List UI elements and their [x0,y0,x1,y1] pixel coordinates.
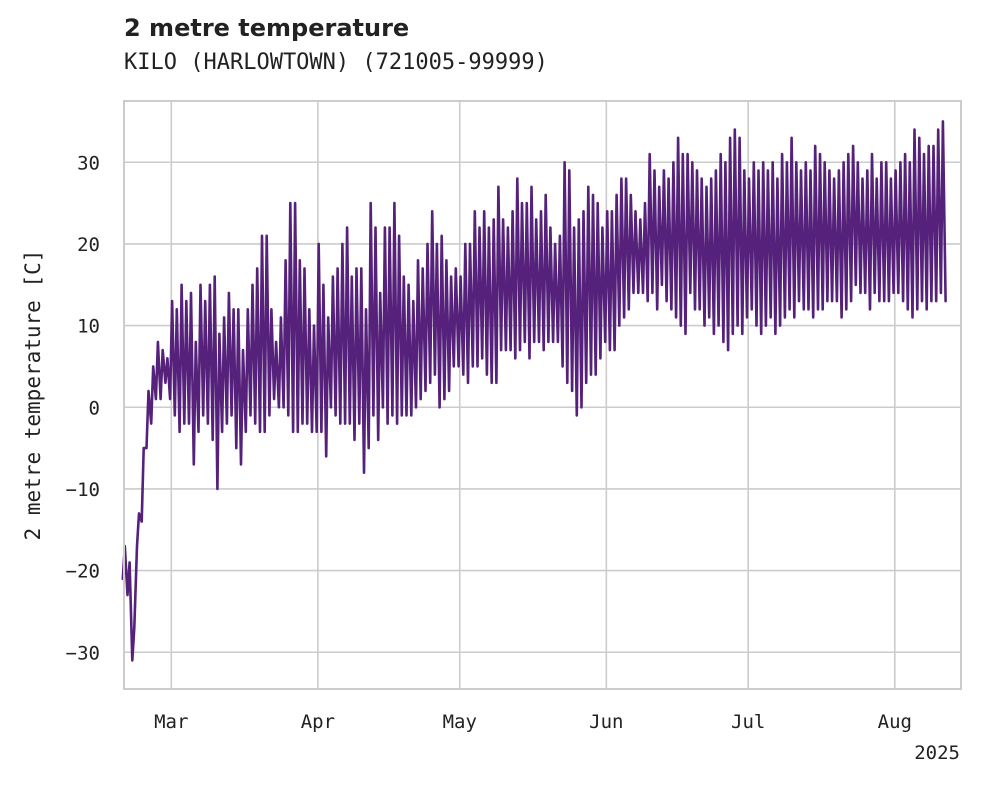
temperature-series-line-0 [121,120,947,662]
y-axis-label: 2 metre temperature [C] [21,250,45,541]
x-offset-label: 2025 [914,742,960,764]
y-tick-label--30: −30 [66,642,100,664]
y-tick-label-0: 0 [89,397,100,419]
x-tick-label-apr: Apr [301,711,335,733]
chart-subtitle: KILO (HARLOWTOWN) (721005-99999) [124,50,548,75]
x-tick-label-aug: Aug [878,711,912,733]
y-tick-label-10: 10 [77,316,100,338]
plot-frame [123,100,962,690]
chart-title: 2 metre temperature [124,14,410,42]
x-tick-label-jun: Jun [589,711,623,733]
x-tick-labels: Mar Apr May Jun Jul Aug [154,711,912,733]
x-tick-label-mar: Mar [154,711,188,733]
y-tick-label--10: −10 [66,479,100,501]
y-tick-labels: −30 −20 −10 0 10 20 30 [66,152,100,664]
series-group [121,120,947,662]
y-tick-label-20: 20 [77,234,100,256]
x-tick-label-jul: Jul [731,711,765,733]
x-tick-label-may: May [443,711,477,733]
y-tick-label-30: 30 [77,152,100,174]
y-tick-label--20: −20 [66,561,100,583]
